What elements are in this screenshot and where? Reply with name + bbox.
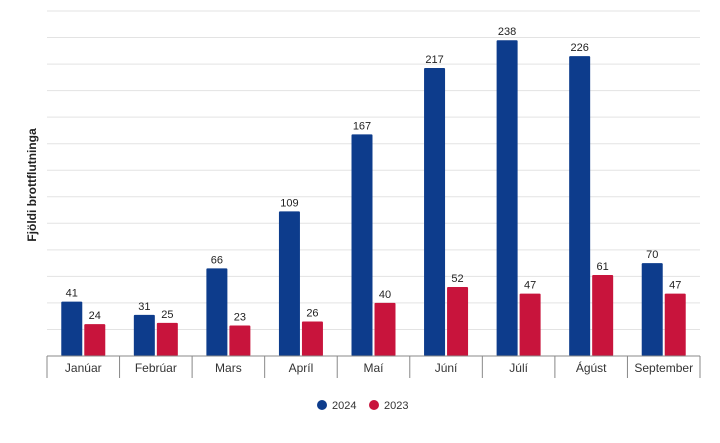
bar-2023-Apríl: [301, 321, 323, 356]
data-label: 47: [524, 280, 536, 292]
x-tick-label: Apríl: [289, 361, 314, 375]
bar-2023-Maí: [374, 302, 396, 356]
bar-2023-Janúar: [84, 324, 106, 356]
data-label: 26: [306, 308, 318, 320]
data-label: 167: [353, 120, 371, 132]
legend-marker: [369, 400, 379, 410]
bar-2023-Mars: [229, 325, 251, 356]
bars: 41 24 31 25 66 23 109 26 167 40 217 52 238 47 226 61 70 4…: [61, 26, 686, 357]
data-label: 66: [211, 254, 223, 266]
bar-2023-Ágúst: [592, 275, 614, 356]
bar-2023-September: [664, 293, 686, 356]
bar-2024-Mars: [206, 268, 228, 356]
data-label: 61: [597, 261, 609, 273]
data-label: 109: [280, 197, 298, 209]
x-axis: Janúar Febrúar Mars Apríl Maí Júní Júlí Ágúst Se…: [46, 355, 701, 378]
data-label: 52: [451, 273, 463, 285]
x-tick-label: September: [634, 361, 693, 375]
data-label: 47: [669, 280, 681, 292]
x-tick-label: Febrúar: [135, 361, 177, 375]
data-label: 40: [379, 289, 391, 301]
bar-2023-Júní: [447, 287, 469, 356]
bar-2024-Apríl: [278, 211, 300, 356]
gridlines: [47, 10, 700, 330]
bar-2024-Maí: [351, 134, 373, 356]
data-label: 24: [89, 310, 101, 322]
legend-label: 2024: [332, 400, 356, 412]
bar-2024-Ágúst: [569, 56, 591, 356]
data-label: 25: [161, 309, 173, 321]
x-tick-label: Júní: [435, 361, 458, 375]
bar-2024-Júlí: [496, 40, 518, 356]
x-tick-label: Júlí: [509, 361, 528, 375]
data-label: 226: [570, 42, 588, 54]
bar-2024-Janúar: [61, 301, 83, 356]
x-tick-label: Janúar: [65, 361, 102, 375]
bar-2024-Júní: [424, 68, 446, 357]
bar-2023-Júlí: [519, 293, 541, 356]
bar-2024-September: [641, 263, 663, 356]
data-label: 238: [498, 26, 516, 38]
legend: 2024 2023: [317, 400, 408, 412]
bar-2024-Febrúar: [133, 314, 155, 356]
legend-label: 2023: [384, 400, 408, 412]
x-tick-label: Maí: [363, 361, 384, 375]
data-label: 41: [66, 288, 78, 300]
x-tick-label: Ágúst: [576, 360, 607, 375]
x-tick-label: Mars: [215, 361, 242, 375]
data-label: 70: [646, 249, 658, 261]
data-label: 31: [138, 301, 150, 313]
data-label: 217: [425, 54, 443, 66]
legend-marker: [317, 400, 327, 410]
y-axis-label: Fjöldi brottflutninga: [25, 128, 39, 242]
data-label: 23: [234, 311, 246, 323]
bar-2023-Febrúar: [156, 322, 178, 356]
